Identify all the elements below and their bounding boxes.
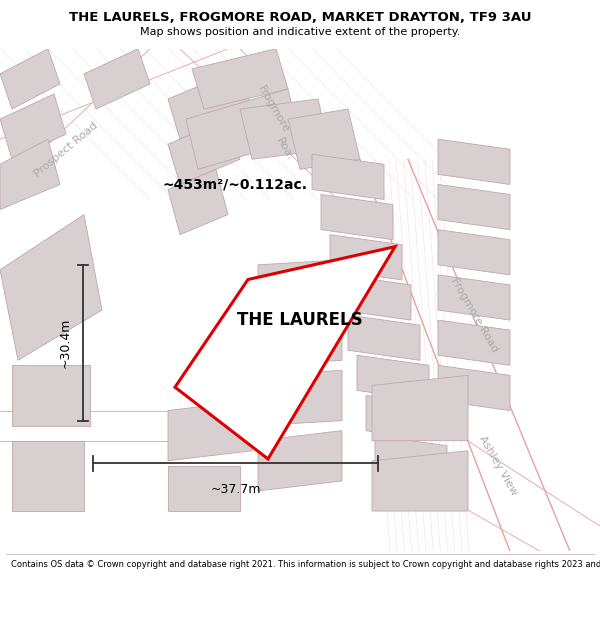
Text: Ashley View: Ashley View xyxy=(477,434,519,498)
Polygon shape xyxy=(339,275,411,320)
Polygon shape xyxy=(438,275,510,320)
Polygon shape xyxy=(168,466,240,511)
Polygon shape xyxy=(175,247,395,459)
Polygon shape xyxy=(321,194,393,240)
Polygon shape xyxy=(168,119,240,184)
Polygon shape xyxy=(438,184,510,229)
Polygon shape xyxy=(372,376,468,441)
Polygon shape xyxy=(0,94,66,159)
Polygon shape xyxy=(438,320,510,366)
Polygon shape xyxy=(168,69,252,139)
Polygon shape xyxy=(258,371,342,426)
Polygon shape xyxy=(375,436,447,481)
Polygon shape xyxy=(258,431,342,491)
Polygon shape xyxy=(330,234,402,280)
Polygon shape xyxy=(240,99,330,159)
Polygon shape xyxy=(168,401,252,461)
Text: Prospect Road: Prospect Road xyxy=(32,120,100,179)
Polygon shape xyxy=(438,229,510,275)
Text: Roa.: Roa. xyxy=(275,136,295,162)
Text: Map shows position and indicative extent of the property.: Map shows position and indicative extent… xyxy=(140,26,460,36)
Polygon shape xyxy=(372,451,468,511)
Polygon shape xyxy=(288,109,360,169)
Text: Frogmore: Frogmore xyxy=(256,84,290,134)
Polygon shape xyxy=(438,139,510,184)
Polygon shape xyxy=(438,366,510,411)
Polygon shape xyxy=(258,315,342,366)
Polygon shape xyxy=(12,366,90,426)
Polygon shape xyxy=(312,154,384,199)
Polygon shape xyxy=(192,49,288,109)
Text: Frogmore Road: Frogmore Road xyxy=(449,276,499,354)
Polygon shape xyxy=(186,89,300,169)
Polygon shape xyxy=(0,139,60,209)
Text: Contains OS data © Crown copyright and database right 2021. This information is : Contains OS data © Crown copyright and d… xyxy=(11,560,600,569)
Text: ~30.4m: ~30.4m xyxy=(59,318,72,368)
Polygon shape xyxy=(84,49,150,109)
Text: ~37.7m: ~37.7m xyxy=(210,483,261,496)
Polygon shape xyxy=(0,214,102,360)
Text: THE LAURELS: THE LAURELS xyxy=(237,311,363,329)
Polygon shape xyxy=(168,169,228,234)
Polygon shape xyxy=(348,315,420,360)
Text: THE LAURELS, FROGMORE ROAD, MARKET DRAYTON, TF9 3AU: THE LAURELS, FROGMORE ROAD, MARKET DRAYT… xyxy=(69,11,531,24)
Polygon shape xyxy=(357,355,429,401)
Text: ~453m²/~0.112ac.: ~453m²/~0.112ac. xyxy=(162,177,307,191)
Polygon shape xyxy=(366,396,438,441)
Polygon shape xyxy=(0,49,60,109)
Polygon shape xyxy=(258,260,342,310)
Polygon shape xyxy=(12,441,84,511)
